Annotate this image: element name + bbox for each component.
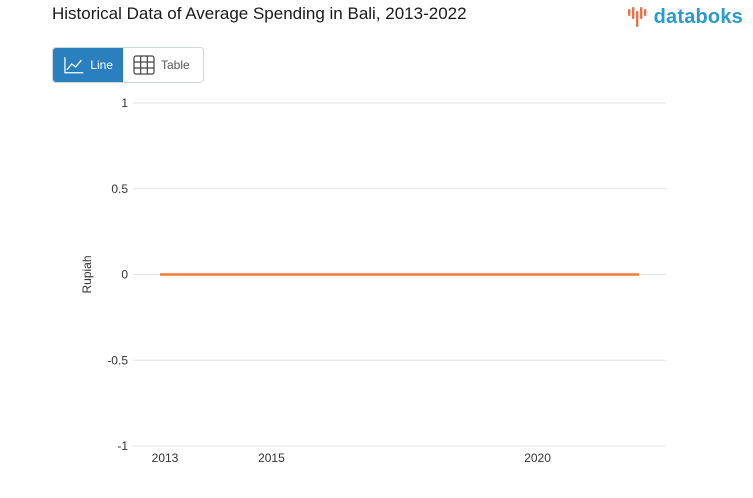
x-tick-label: 2013 <box>152 451 179 465</box>
view-toggle: Line Table <box>52 47 204 83</box>
line-chart-icon <box>64 57 84 74</box>
y-tick-label: -0.5 <box>107 353 128 367</box>
brand-logo[interactable]: databoks <box>626 4 743 30</box>
line-view-button[interactable]: Line <box>53 48 123 82</box>
line-view-label: Line <box>90 58 113 72</box>
y-tick-label: 1 <box>121 96 128 110</box>
table-view-button[interactable]: Table <box>123 48 203 82</box>
y-axis-label: Rupiah <box>80 255 94 293</box>
table-icon <box>133 55 155 75</box>
chart-title: Historical Data of Average Spending in B… <box>52 4 467 23</box>
y-tick-label: 0.5 <box>111 182 128 196</box>
table-view-label: Table <box>161 58 190 72</box>
x-tick-label: 2020 <box>524 451 551 465</box>
y-tick-label: -1 <box>117 439 128 453</box>
databoks-logo-icon <box>627 7 646 27</box>
y-tick-label: 0 <box>121 268 128 282</box>
x-tick-label: 2015 <box>258 451 285 465</box>
brand-name: databoks <box>653 5 743 28</box>
